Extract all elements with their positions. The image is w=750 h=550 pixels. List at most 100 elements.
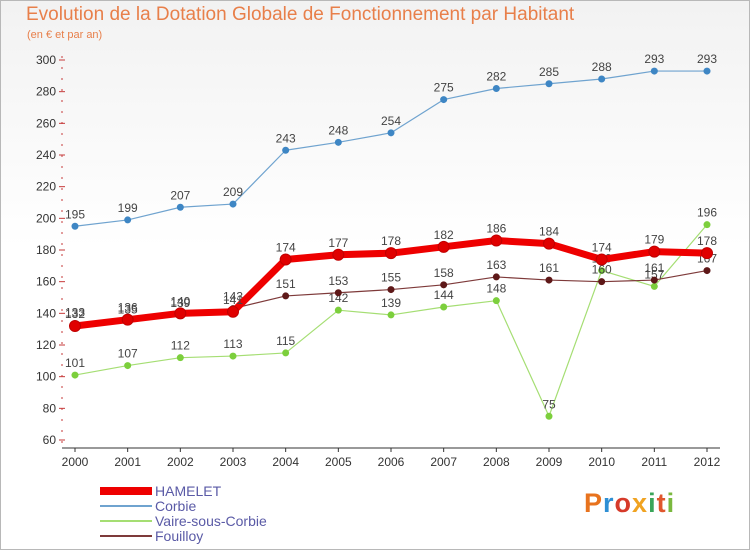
data-label-corbie: 288 xyxy=(592,60,612,74)
series-line-corbie xyxy=(74,70,708,227)
x-tick-label: 2010 xyxy=(588,455,615,469)
data-point-hamelet xyxy=(490,234,503,247)
data-label-hamelet: 179 xyxy=(644,233,664,247)
y-tick-label: 120 xyxy=(36,338,56,352)
y-tick-label: 300 xyxy=(36,53,56,67)
data-label-fouilloy: 163 xyxy=(486,258,506,272)
data-label-hamelet: 182 xyxy=(434,228,454,242)
x-tick-label: 2003 xyxy=(220,455,247,469)
data-label-vaire-sous-corbie: 75 xyxy=(542,397,556,411)
data-label-fouilloy: 133 xyxy=(65,305,85,319)
data-label-fouilloy: 158 xyxy=(434,266,454,280)
data-label-fouilloy: 143 xyxy=(223,290,243,304)
y-tick-label: 220 xyxy=(36,180,56,194)
y-tick-label: 140 xyxy=(36,306,56,320)
data-label-vaire-sous-corbie: 101 xyxy=(65,356,85,370)
logo-letter: i xyxy=(666,488,676,518)
data-point-vaire-sous-corbie xyxy=(440,303,448,311)
data-label-corbie: 293 xyxy=(697,52,717,66)
data-point-corbie xyxy=(440,96,448,104)
y-tick-label: 280 xyxy=(36,85,56,99)
chart-subtitle: (en € et par an) xyxy=(27,29,103,41)
y-tick-label: 180 xyxy=(36,243,56,257)
data-point-hamelet xyxy=(543,237,555,250)
data-point-corbie xyxy=(124,216,132,224)
chart-title: Evolution de la Dotation Globale de Fonc… xyxy=(26,4,575,25)
data-point-corbie xyxy=(334,138,342,146)
data-point-hamelet xyxy=(279,253,292,266)
data-point-vaire-sous-corbie xyxy=(229,352,237,360)
logo-letter: o xyxy=(614,488,633,518)
x-tick-label: 2009 xyxy=(536,455,563,469)
data-label-vaire-sous-corbie: 196 xyxy=(697,206,717,220)
data-point-vaire-sous-corbie xyxy=(124,362,132,370)
data-point-fouilloy xyxy=(703,267,711,275)
data-label-hamelet: 174 xyxy=(276,241,296,255)
data-label-fouilloy: 139 xyxy=(170,296,190,310)
data-label-corbie: 275 xyxy=(434,81,454,95)
data-label-corbie: 293 xyxy=(644,52,664,66)
data-label-fouilloy: 135 xyxy=(118,302,138,316)
data-point-hamelet xyxy=(437,240,450,253)
data-point-corbie xyxy=(282,146,290,154)
data-label-hamelet: 141 xyxy=(223,293,243,307)
x-tick-label: 2001 xyxy=(114,455,141,469)
data-label-vaire-sous-corbie: 115 xyxy=(276,334,295,348)
data-point-hamelet xyxy=(595,253,608,266)
data-label-fouilloy: 155 xyxy=(381,271,401,285)
data-point-vaire-sous-corbie xyxy=(334,306,342,314)
y-tick-label: 100 xyxy=(36,370,56,384)
data-label-corbie: 285 xyxy=(539,65,559,79)
legend-swatch xyxy=(100,505,152,507)
x-tick-label: 2005 xyxy=(325,455,352,469)
y-tick-label: 60 xyxy=(43,433,57,447)
data-point-vaire-sous-corbie xyxy=(650,282,658,290)
legend-swatch xyxy=(100,520,152,522)
data-point-vaire-sous-corbie xyxy=(71,371,79,379)
legend-swatch xyxy=(100,535,152,537)
data-point-corbie xyxy=(703,67,711,75)
data-point-corbie xyxy=(387,129,395,137)
data-point-vaire-sous-corbie xyxy=(703,221,711,229)
data-point-fouilloy xyxy=(650,276,658,284)
y-tick-label: 200 xyxy=(36,211,56,225)
data-point-fouilloy xyxy=(492,273,500,281)
x-tick-label: 2006 xyxy=(378,455,405,469)
x-tick-label: 2004 xyxy=(272,455,299,469)
data-label-hamelet: 178 xyxy=(697,234,717,248)
x-tick-label: 2000 xyxy=(62,455,89,469)
data-point-hamelet xyxy=(69,320,81,332)
data-point-hamelet xyxy=(385,247,397,260)
data-point-corbie xyxy=(492,85,500,92)
data-point-corbie xyxy=(545,80,553,88)
data-label-vaire-sous-corbie: 142 xyxy=(328,291,348,305)
data-label-vaire-sous-corbie: 144 xyxy=(434,288,454,302)
data-label-hamelet: 136 xyxy=(118,301,138,315)
data-label-vaire-sous-corbie: 107 xyxy=(118,347,138,361)
data-label-vaire-sous-corbie: 113 xyxy=(223,337,242,351)
data-label-hamelet: 177 xyxy=(328,236,348,250)
data-label-hamelet: 178 xyxy=(381,234,401,248)
data-label-fouilloy: 153 xyxy=(328,274,348,288)
data-label-hamelet: 186 xyxy=(486,222,506,236)
data-point-corbie xyxy=(176,203,184,211)
data-point-hamelet xyxy=(227,305,239,318)
data-point-vaire-sous-corbie xyxy=(176,354,184,362)
data-point-fouilloy xyxy=(334,289,342,297)
logo-letter: t xyxy=(656,488,667,518)
logo-letter: P xyxy=(584,488,604,518)
data-label-corbie: 254 xyxy=(381,114,401,128)
data-point-fouilloy xyxy=(387,286,395,294)
data-point-hamelet xyxy=(332,248,345,261)
data-point-corbie xyxy=(598,75,606,83)
data-label-corbie: 248 xyxy=(328,123,348,137)
data-point-hamelet xyxy=(121,313,134,326)
data-label-fouilloy: 161 xyxy=(644,261,664,275)
data-label-vaire-sous-corbie: 157 xyxy=(644,267,664,281)
legend-label: Vaire-sous-Corbie xyxy=(155,513,267,529)
data-point-fouilloy xyxy=(282,292,290,300)
data-point-vaire-sous-corbie xyxy=(545,412,553,420)
data-point-corbie xyxy=(229,200,237,208)
